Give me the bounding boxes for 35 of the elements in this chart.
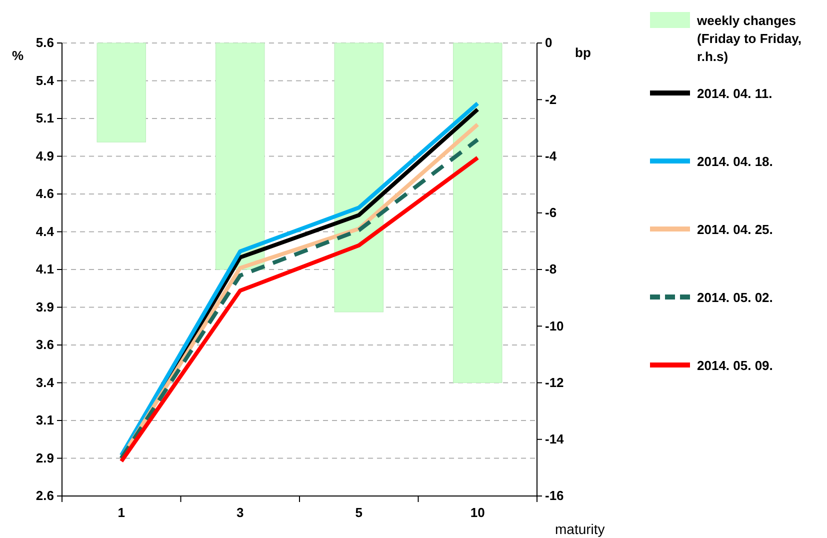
y-tick-label: 4.9 [36, 148, 54, 164]
y-tick-label: 3.1 [36, 412, 54, 428]
y2-tick-label: -6 [545, 205, 557, 220]
y-tick-label: 5.4 [36, 72, 55, 88]
x-axis-title: maturity [555, 521, 605, 537]
y-tick-label: 2.9 [36, 450, 54, 466]
y-tick-label: 3.6 [36, 337, 54, 352]
y2-tick-label: 0 [545, 35, 552, 50]
legend-label: 2014. 04. 18. [697, 154, 773, 169]
y2-tick-label: -10 [545, 318, 564, 334]
legend-label: 2014. 04. 25. [697, 222, 773, 237]
y-tick-label: 5.1 [36, 110, 54, 126]
x-tick-label: 1 [118, 505, 125, 520]
x-tick-label: 10 [470, 505, 485, 520]
y-tick-label: 4.6 [36, 186, 54, 202]
legend-label: 2014. 05. 02. [697, 290, 773, 305]
y-axis-title: % [12, 48, 24, 63]
legend-label: weekly changes (Friday to Friday, r.h.s) [696, 13, 802, 64]
y2-tick-label: -14 [545, 432, 565, 447]
legend-label: 2014. 05. 09. [697, 358, 773, 373]
x-tick-label: 3 [236, 505, 244, 520]
legend-label: 2014. 04. 11. [697, 86, 772, 101]
y-tick-label: 4.1 [36, 262, 54, 277]
x-tick-label: 5 [355, 505, 362, 520]
y2-tick-label: -8 [545, 262, 557, 277]
y2-tick-label: -4 [545, 148, 558, 164]
y2-tick-label: -2 [545, 92, 557, 107]
y-tick-label: 4.4 [36, 224, 55, 239]
y-tick-label: 5.6 [36, 35, 54, 50]
y2-tick-label: -12 [545, 374, 564, 390]
y2-axis-title: bp [575, 45, 591, 60]
y2-tick-label: -16 [545, 488, 564, 504]
y-tick-label: 3.4 [36, 374, 55, 390]
y-tick-label: 2.6 [36, 488, 54, 504]
y-tick-label: 3.9 [36, 299, 54, 314]
